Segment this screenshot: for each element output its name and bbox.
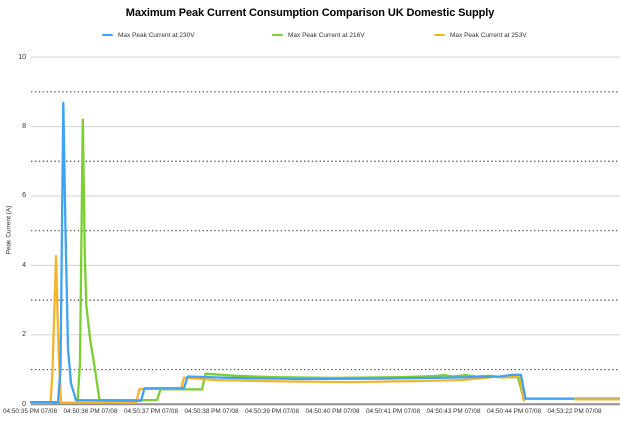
- chart-title: Maximum Peak Current Consumption Compari…: [125, 7, 495, 19]
- legend-item-230v: Max Peak Current at 230V: [102, 30, 195, 40]
- legend-label: Max Peak Current at 253V: [450, 31, 527, 39]
- y-axis-label: 10: [18, 53, 26, 61]
- legend-dash-icon: [434, 33, 445, 37]
- y-axis-label: 2: [22, 331, 26, 339]
- x-axis-label: 04:50:36 PM 07/08: [63, 408, 118, 415]
- y-axis-label: 0: [22, 400, 26, 408]
- x-axis-label: 04:50:44 PM 07/08: [486, 408, 542, 415]
- legend-dash-icon: [272, 33, 283, 37]
- y-axis-label: 6: [22, 192, 26, 200]
- y-axis-label: 8: [22, 123, 26, 131]
- x-axis-label: 04:50:40 PM 07/08: [305, 408, 360, 415]
- legend-label: Max Peak Current at 216V: [288, 31, 365, 39]
- legend-dash-icon: [102, 33, 113, 37]
- x-axis-label: 04:50:35 PM 07/08: [2, 408, 58, 415]
- x-axis-label: 04:50:38 PM 07/08: [184, 408, 239, 415]
- legend-item-253v: Max Peak Current at 253V: [434, 30, 527, 40]
- x-axis-label: 04:50:43 PM 07/08: [426, 408, 481, 415]
- series-line-253v: [29, 254, 525, 405]
- y-axis-label: 4: [22, 261, 26, 269]
- legend-item-216v: Max Peak Current at 216V: [272, 30, 365, 40]
- x-axis-label: 04:50:37 PM 07/08: [123, 408, 179, 415]
- series-line-230v: [29, 101, 620, 404]
- series-line-216v: [29, 118, 526, 404]
- x-axis-label: 04:53:22 PM 07/08: [547, 408, 602, 415]
- x-axis-label: 04:50:41 PM 07/08: [365, 408, 421, 415]
- legend-label: Max Peak Current at 230V: [118, 31, 195, 39]
- x-axis-label: 04:50:39 PM 07/08: [244, 408, 300, 415]
